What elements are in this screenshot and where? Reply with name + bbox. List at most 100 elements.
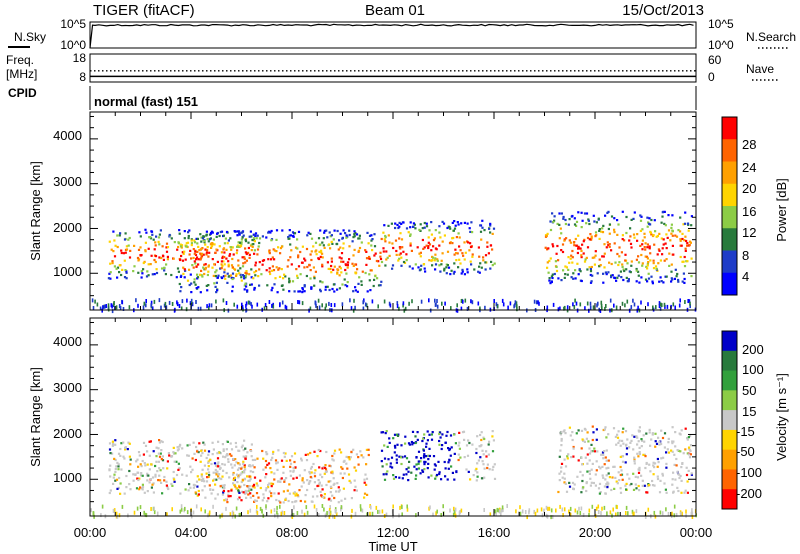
- data-cell: [449, 227, 452, 230]
- data-cell: [108, 448, 112, 451]
- data-cell: [201, 275, 204, 278]
- ground-scatter-cell: [100, 513, 102, 518]
- data-cell: [576, 262, 579, 265]
- data-cell: [282, 490, 285, 493]
- data-cell: [178, 282, 181, 286]
- data-cell: [656, 465, 659, 468]
- data-cell: [440, 478, 443, 481]
- data-cell: [478, 255, 481, 258]
- data-cell: [568, 481, 571, 484]
- data-cell: [641, 479, 644, 482]
- data-cell: [204, 248, 207, 251]
- data-cell: [183, 237, 186, 240]
- data-cell: [403, 455, 407, 458]
- data-cell: [345, 455, 348, 458]
- data-cell: [292, 469, 295, 472]
- data-cell: [620, 473, 624, 476]
- data-cell: [202, 441, 205, 444]
- data-cell: [398, 476, 401, 479]
- data-cell: [607, 227, 610, 231]
- data-cell: [365, 250, 368, 253]
- data-cell: [621, 263, 624, 266]
- data-cell: [199, 273, 202, 276]
- data-cell: [566, 273, 569, 276]
- data-cell: [476, 462, 479, 465]
- data-cell: [659, 259, 662, 262]
- data-cell: [644, 455, 647, 458]
- data-cell: [205, 230, 208, 233]
- data-cell: [177, 270, 180, 273]
- velocity-ytick-1000: 1000: [53, 470, 82, 485]
- data-cell: [685, 239, 688, 243]
- data-cell: [483, 467, 486, 470]
- data-cell: [248, 256, 251, 259]
- ground-scatter-cell: [681, 511, 683, 516]
- data-cell: [394, 239, 398, 242]
- data-cell: [149, 478, 152, 481]
- data-cell: [157, 447, 160, 450]
- data-cell: [665, 451, 668, 454]
- data-cell: [650, 275, 653, 278]
- data-cell: [671, 426, 674, 429]
- data-cell: [434, 257, 437, 260]
- data-cell: [665, 258, 668, 261]
- data-cell: [299, 499, 302, 503]
- ground-scatter-cell: [315, 303, 317, 308]
- data-cell: [342, 260, 345, 263]
- data-cell: [491, 232, 494, 235]
- data-cell: [568, 485, 572, 488]
- data-cell: [632, 217, 635, 220]
- power-cbar-tick-28: 28: [742, 137, 756, 152]
- ground-scatter-cell: [441, 301, 443, 306]
- data-cell: [676, 486, 679, 489]
- data-cell: [333, 496, 336, 500]
- data-cell: [664, 242, 667, 245]
- data-cell: [285, 477, 288, 480]
- data-cell: [147, 274, 150, 277]
- data-cell: [322, 244, 325, 247]
- data-cell: [245, 272, 248, 275]
- data-cell: [251, 464, 254, 467]
- data-cell: [665, 233, 668, 236]
- data-cell: [661, 215, 664, 218]
- ground-scatter-cell: [396, 304, 399, 309]
- data-cell: [247, 479, 250, 482]
- data-cell: [194, 283, 197, 286]
- data-cell: [253, 288, 256, 291]
- data-cell: [679, 216, 682, 219]
- data-cell: [111, 440, 114, 443]
- data-cell: [686, 260, 689, 263]
- data-cell: [456, 252, 459, 255]
- ground-scatter-cell: [399, 505, 401, 510]
- data-cell: [678, 473, 681, 476]
- data-cell: [374, 275, 377, 278]
- data-cell: [619, 455, 622, 458]
- ground-scatter-cell: [562, 513, 564, 517]
- data-cell: [398, 225, 401, 228]
- data-cell: [189, 273, 192, 276]
- data-cell: [279, 501, 282, 504]
- data-cell: [216, 457, 220, 460]
- data-cell: [587, 218, 590, 221]
- data-cell: [333, 452, 336, 455]
- ground-scatter-cell: [101, 504, 104, 509]
- data-cell: [357, 463, 360, 466]
- data-cell: [127, 238, 130, 241]
- data-cell: [671, 442, 674, 445]
- data-cell: [246, 290, 249, 293]
- ground-scatter-cell: [135, 298, 137, 303]
- data-cell: [559, 449, 562, 452]
- data-cell: [223, 486, 226, 489]
- data-cell: [273, 258, 276, 261]
- data-cell: [379, 255, 382, 258]
- ground-scatter-cell: [552, 302, 555, 307]
- data-cell: [396, 434, 400, 437]
- data-cell: [256, 457, 259, 460]
- ground-scatter-cell: [113, 301, 115, 305]
- data-cell: [469, 242, 472, 245]
- data-cell: [637, 471, 641, 474]
- data-cell: [384, 240, 387, 243]
- data-cell: [451, 221, 454, 224]
- data-cell: [638, 451, 641, 454]
- data-cell: [453, 478, 456, 481]
